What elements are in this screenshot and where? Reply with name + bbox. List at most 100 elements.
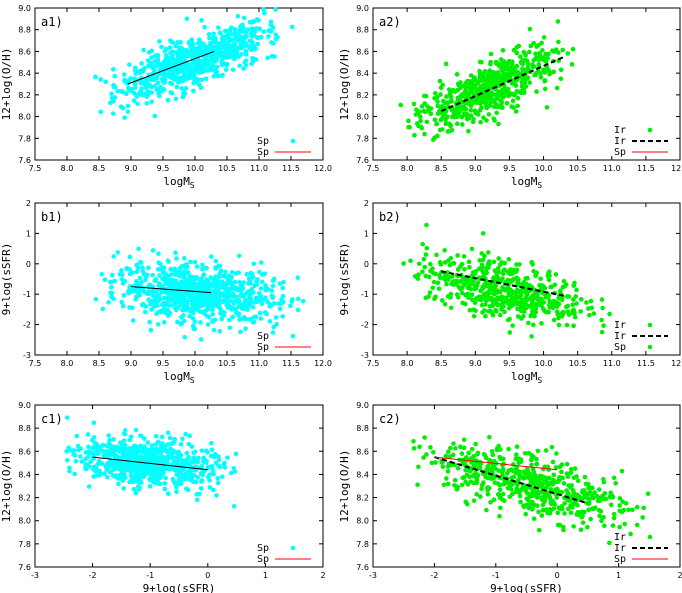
data-point — [453, 114, 459, 119]
data-point — [445, 449, 451, 455]
data-point — [149, 99, 155, 105]
data-point — [191, 326, 197, 332]
data-point — [433, 90, 438, 96]
data-point — [530, 262, 535, 267]
data-point — [211, 454, 217, 460]
data-point — [474, 492, 479, 497]
data-point — [591, 495, 596, 501]
data-point — [159, 441, 164, 446]
data-point — [222, 281, 227, 286]
data-point — [492, 268, 498, 273]
data-point — [476, 266, 482, 271]
data-point — [214, 493, 219, 498]
data-point — [459, 261, 465, 267]
data-point — [520, 69, 526, 75]
data-point — [161, 270, 166, 275]
data-point — [246, 303, 252, 309]
data-point — [448, 92, 453, 97]
data-point — [438, 85, 444, 91]
data-point — [469, 78, 475, 84]
data-point — [510, 297, 515, 303]
data-point — [232, 279, 238, 285]
data-point — [482, 253, 487, 259]
x-tick-label: 8.5 — [93, 164, 106, 173]
data-point — [140, 466, 146, 472]
y-tick-label: 8.4 — [356, 470, 369, 479]
data-point — [459, 451, 465, 456]
data-point — [300, 298, 306, 304]
data-point — [500, 300, 506, 306]
data-point — [110, 111, 116, 116]
data-point — [422, 435, 427, 440]
data-point — [421, 108, 427, 114]
data-point — [134, 94, 140, 99]
x-tick-label: 12.0 — [671, 164, 682, 173]
data-point — [490, 303, 495, 309]
data-point — [511, 474, 517, 480]
data-point — [513, 83, 519, 88]
data-point — [115, 88, 120, 94]
data-point — [253, 57, 259, 62]
x-tick-label: 2 — [677, 571, 682, 580]
data-point — [484, 105, 490, 111]
y-axis-label: 9+log(sSFR) — [338, 243, 351, 316]
x-tick-label: -2 — [89, 571, 97, 580]
data-point — [465, 112, 470, 118]
data-point — [406, 124, 411, 130]
data-point — [531, 40, 536, 46]
data-point — [219, 474, 225, 479]
data-point — [489, 475, 494, 480]
data-point — [497, 455, 503, 461]
x-tick-label: 8.0 — [61, 164, 74, 173]
data-point — [601, 477, 606, 482]
data-point — [574, 287, 579, 293]
x-tick-label: 10.0 — [535, 164, 553, 173]
data-point — [420, 269, 425, 275]
data-point — [209, 447, 215, 453]
data-point — [553, 272, 559, 277]
legend-label: Ir — [614, 136, 626, 147]
data-point — [124, 91, 129, 97]
data-point — [445, 481, 451, 487]
data-point — [215, 49, 221, 54]
data-point — [222, 28, 228, 34]
data-point — [98, 77, 103, 82]
data-point — [184, 450, 190, 456]
data-point — [572, 280, 577, 286]
data-point — [102, 277, 108, 283]
data-point — [110, 467, 116, 473]
data-point — [438, 262, 444, 267]
data-point — [534, 44, 539, 49]
data-point — [111, 437, 116, 442]
data-point — [117, 446, 123, 451]
data-point — [507, 330, 513, 335]
data-point — [197, 43, 203, 49]
data-point — [435, 103, 441, 109]
data-point — [106, 433, 112, 438]
x-tick-label: 10.5 — [218, 164, 236, 173]
data-point — [166, 279, 171, 284]
data-point — [216, 288, 221, 294]
data-point — [440, 464, 446, 469]
data-point — [586, 501, 592, 507]
data-point — [564, 322, 570, 328]
x-axis-label-subscript: S — [537, 376, 542, 385]
data-point — [481, 115, 486, 120]
data-point — [444, 94, 449, 99]
data-point — [121, 72, 127, 77]
data-point — [494, 273, 499, 279]
data-point — [194, 497, 200, 503]
data-point — [586, 485, 591, 491]
data-point — [505, 287, 511, 292]
data-point — [119, 299, 125, 305]
data-point — [270, 330, 276, 335]
data-point — [600, 305, 605, 311]
y-axis-label: 12+log(O/H) — [338, 48, 351, 121]
x-axis-label: 9+log(sSFR) — [490, 582, 563, 593]
x-tick-label: 10.5 — [569, 164, 587, 173]
data-point — [493, 297, 498, 302]
data-point — [188, 280, 193, 285]
data-point — [549, 301, 554, 306]
data-point — [524, 69, 529, 74]
data-point — [107, 437, 112, 443]
